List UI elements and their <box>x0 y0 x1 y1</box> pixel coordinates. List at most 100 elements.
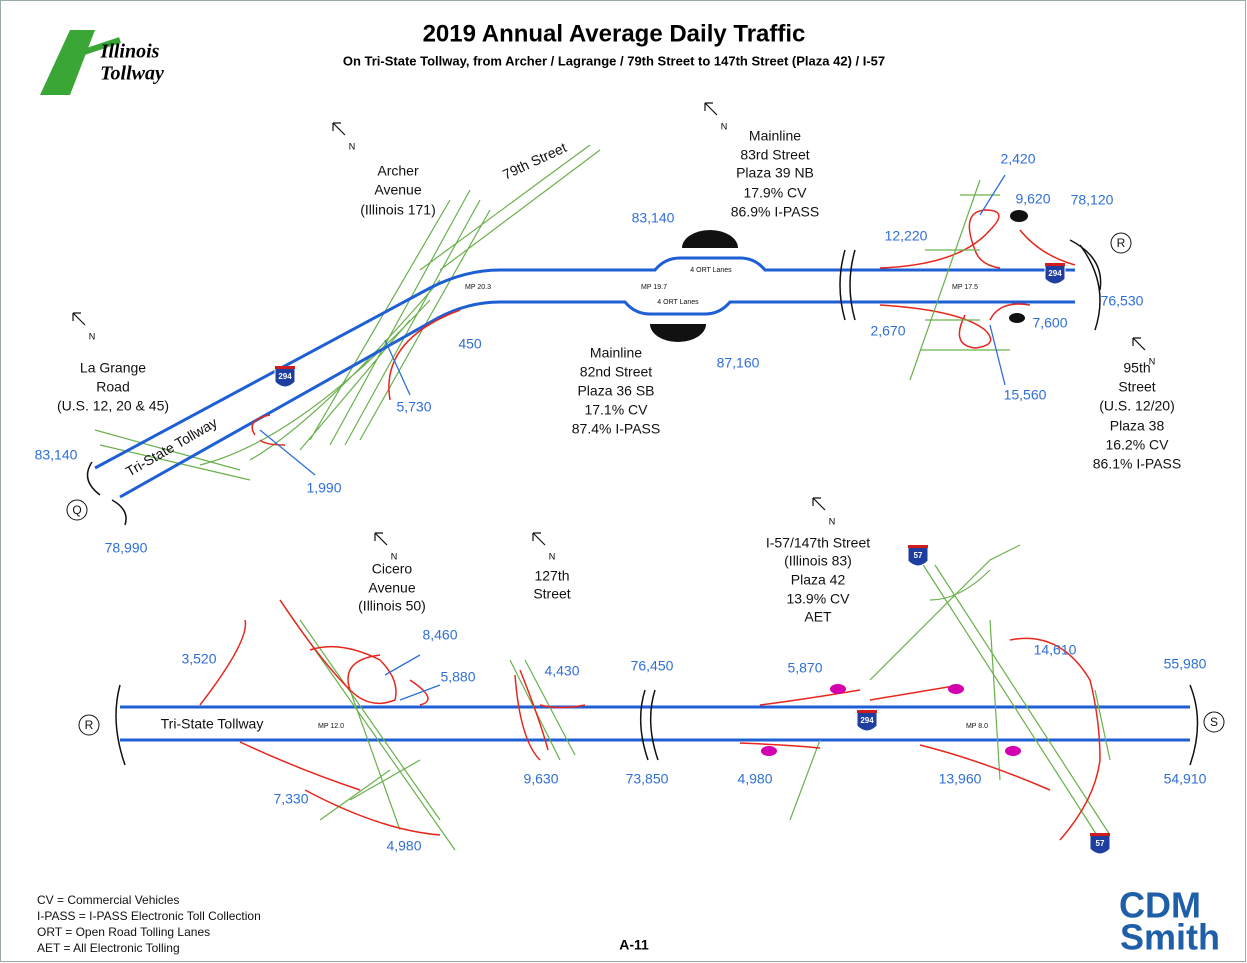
logo-text: Illinois <box>100 41 160 63</box>
ort-label: 4 ORT Lanes <box>690 267 732 274</box>
traffic-count: 2,420 <box>1000 151 1035 167</box>
north-arrow <box>72 312 86 326</box>
company-logo: Smith <box>1120 917 1220 958</box>
traffic-count: 78,120 <box>1071 192 1114 208</box>
traffic-count: 4,980 <box>737 771 772 787</box>
shield-number: 57 <box>1096 839 1105 848</box>
traffic-count: 5,880 <box>440 669 475 685</box>
traffic-count: 83,140 <box>35 447 78 463</box>
plaza-label: 82nd Street <box>580 364 652 380</box>
milepost: MP 17.5 <box>952 284 978 291</box>
legend-item: ORT = Open Road Tolling Lanes <box>37 925 210 939</box>
shield <box>907 546 929 567</box>
plaza-label: 86.9% I-PASS <box>731 204 819 220</box>
ort-label: 4 ORT Lanes <box>657 299 699 306</box>
shield <box>856 711 878 732</box>
milepost: MP 20.3 <box>465 284 491 291</box>
plaza-label: I-57/147th Street <box>766 535 870 551</box>
traffic-count: 15,560 <box>1004 387 1047 403</box>
legend-item: I-PASS = I-PASS Electronic Toll Collecti… <box>37 909 261 923</box>
shield-top <box>857 710 877 713</box>
traffic-count: 4,980 <box>386 838 421 854</box>
road-label: Avenue <box>368 580 415 596</box>
traffic-count: 9,630 <box>523 771 558 787</box>
traffic-count: 73,850 <box>626 771 669 787</box>
subtitle: On Tri-State Tollway, from Archer / Lagr… <box>343 53 885 68</box>
plaza-label: 17.1% CV <box>584 402 648 418</box>
road-label: (U.S. 12, 20 & 45) <box>57 398 169 414</box>
plaza-label: 87.4% I-PASS <box>572 421 660 437</box>
node-label: Q <box>72 503 81 517</box>
shield <box>1089 834 1111 855</box>
shield-number: 57 <box>914 551 923 560</box>
traffic-count: 78,990 <box>105 540 148 556</box>
north-label: N <box>721 121 728 131</box>
traffic-count: 55,980 <box>1164 656 1207 672</box>
node-label: R <box>85 718 94 732</box>
traffic-count: 13,960 <box>939 771 982 787</box>
road-label: Cicero <box>372 561 413 577</box>
shield-top <box>1090 833 1110 836</box>
legend-item: AET = All Electronic Tolling <box>37 941 180 955</box>
node-label: R <box>1117 236 1126 250</box>
milepost: MP 12.0 <box>318 723 344 730</box>
road-label: Road <box>96 379 129 395</box>
traffic-count: 12,220 <box>885 228 928 244</box>
title: 2019 Annual Average Daily Traffic <box>423 20 806 47</box>
logo-text: Tollway <box>100 63 164 85</box>
north-arrow <box>812 497 826 511</box>
plaza-label: Plaza 39 NB <box>736 165 814 181</box>
north-label: N <box>89 331 96 341</box>
traffic-count: 76,450 <box>631 658 674 674</box>
plaza-label: Plaza 42 <box>791 572 846 588</box>
plaza-label: 86.1% I-PASS <box>1093 456 1181 472</box>
plaza-label: 13.9% CV <box>786 591 850 607</box>
plaza-label: 16.2% CV <box>1105 437 1169 453</box>
traffic-count: 76,530 <box>1101 293 1144 309</box>
road-label: Avenue <box>374 182 421 198</box>
node-circle <box>78 714 100 736</box>
north-arrow <box>1132 337 1146 351</box>
plaza-label: Mainline <box>590 345 642 361</box>
node-label: S <box>1210 715 1218 729</box>
traffic-count: 8,460 <box>422 627 457 643</box>
plaza-label: Plaza 38 <box>1110 418 1165 434</box>
traffic-count: 9,620 <box>1015 191 1050 207</box>
node-circle <box>1110 232 1132 254</box>
shield-top <box>908 545 928 548</box>
plaza-label: 83rd Street <box>740 147 809 163</box>
plaza-label: AET <box>804 609 832 625</box>
north-label: N <box>391 551 398 561</box>
legend-item: CV = Commercial Vehicles <box>37 893 179 907</box>
logo-mark <box>40 30 121 95</box>
road-label: 127th <box>534 568 569 584</box>
plaza-label: Plaza 36 SB <box>577 383 654 399</box>
traffic-count: 4,430 <box>544 663 579 679</box>
node-circle <box>66 499 88 521</box>
plaza-label: (U.S. 12/20) <box>1099 398 1174 414</box>
traffic-count: 83,140 <box>632 210 675 226</box>
north-arrow <box>374 532 388 546</box>
shield-top <box>1045 263 1065 266</box>
north-label: N <box>349 141 356 151</box>
shield-number: 294 <box>860 716 874 725</box>
plaza-label: Mainline <box>749 128 801 144</box>
north-arrow <box>332 122 346 136</box>
road-label: Street <box>533 586 570 602</box>
plaza-label: (Illinois 83) <box>784 553 852 569</box>
company-logo: CDM <box>1119 885 1201 926</box>
north-label: N <box>549 551 556 561</box>
shield <box>1044 264 1066 285</box>
top-roads <box>86 144 1102 526</box>
plaza-label: Street <box>1118 379 1155 395</box>
page-number: A-11 <box>619 937 649 953</box>
plaza-label: 17.9% CV <box>743 185 807 201</box>
traffic-count: 87,160 <box>717 355 760 371</box>
road-label: (Illinois 171) <box>360 202 435 218</box>
traffic-count: 7,330 <box>273 791 308 807</box>
north-arrow <box>704 102 718 116</box>
traffic-count: 5,870 <box>787 660 822 676</box>
bottom-roads <box>115 544 1199 851</box>
